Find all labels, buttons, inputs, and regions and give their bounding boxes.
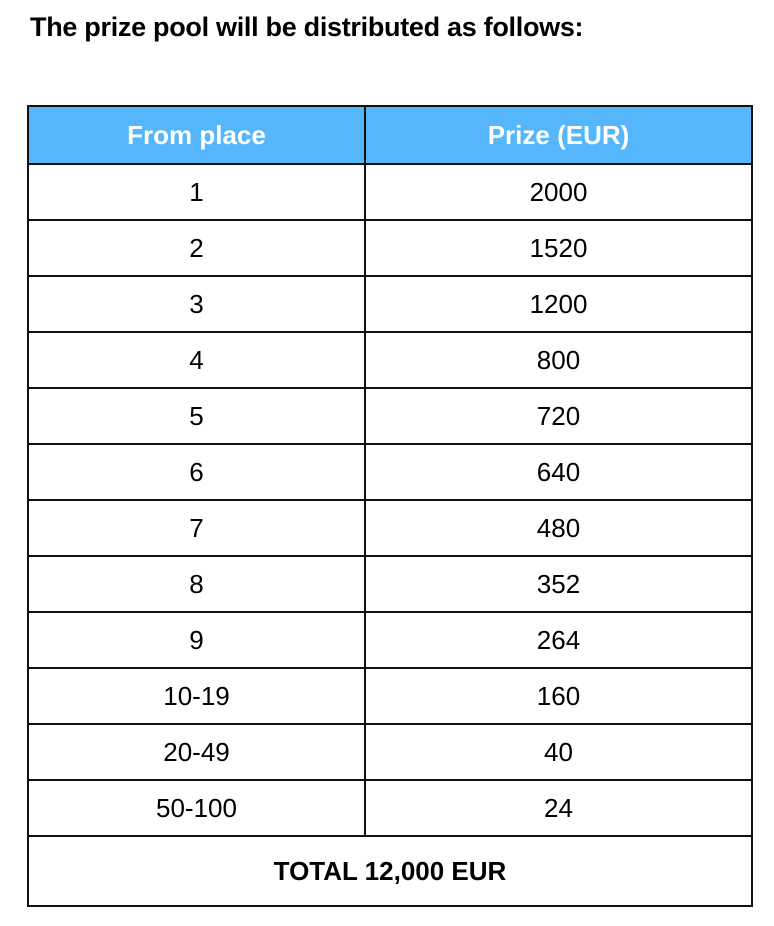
table-row: 3 1200	[27, 275, 753, 333]
prize-cell: 24	[364, 779, 753, 837]
column-header-place: From place	[27, 105, 366, 165]
table-row: 8 352	[27, 555, 753, 613]
total-row: TOTAL 12,000 EUR	[27, 835, 753, 907]
prize-cell: 352	[364, 555, 753, 613]
place-cell: 5	[27, 387, 366, 445]
table-row: 20-49 40	[27, 723, 753, 781]
place-cell: 7	[27, 499, 366, 557]
table-row: 10-19 160	[27, 667, 753, 725]
place-cell: 50-100	[27, 779, 366, 837]
place-cell: 4	[27, 331, 366, 389]
place-cell: 2	[27, 219, 366, 277]
place-cell: 8	[27, 555, 366, 613]
prize-cell: 720	[364, 387, 753, 445]
prize-cell: 160	[364, 667, 753, 725]
prize-cell: 640	[364, 443, 753, 501]
column-header-prize: Prize (EUR)	[364, 105, 753, 165]
table-row: 9 264	[27, 611, 753, 669]
prize-cell: 264	[364, 611, 753, 669]
prize-cell: 2000	[364, 163, 753, 221]
table-row: 4 800	[27, 331, 753, 389]
prize-cell: 1520	[364, 219, 753, 277]
place-cell: 20-49	[27, 723, 366, 781]
total-cell: TOTAL 12,000 EUR	[27, 835, 753, 907]
place-cell: 9	[27, 611, 366, 669]
prize-cell: 480	[364, 499, 753, 557]
place-cell: 1	[27, 163, 366, 221]
table-header-row: From place Prize (EUR)	[27, 105, 753, 165]
place-cell: 10-19	[27, 667, 366, 725]
prize-table: From place Prize (EUR) 1 2000 2 1520 3 1200 4 8…	[27, 105, 753, 907]
prize-cell: 800	[364, 331, 753, 389]
prize-cell: 40	[364, 723, 753, 781]
page-title: The prize pool will be distributed as fo…	[30, 12, 584, 42]
table-row: 2 1520	[27, 219, 753, 277]
table-row: 50-100 24	[27, 779, 753, 837]
table-row: 6 640	[27, 443, 753, 501]
table-row: 1 2000	[27, 163, 753, 221]
table-row: 5 720	[27, 387, 753, 445]
place-cell: 3	[27, 275, 366, 333]
prize-cell: 1200	[364, 275, 753, 333]
table-row: 7 480	[27, 499, 753, 557]
place-cell: 6	[27, 443, 366, 501]
